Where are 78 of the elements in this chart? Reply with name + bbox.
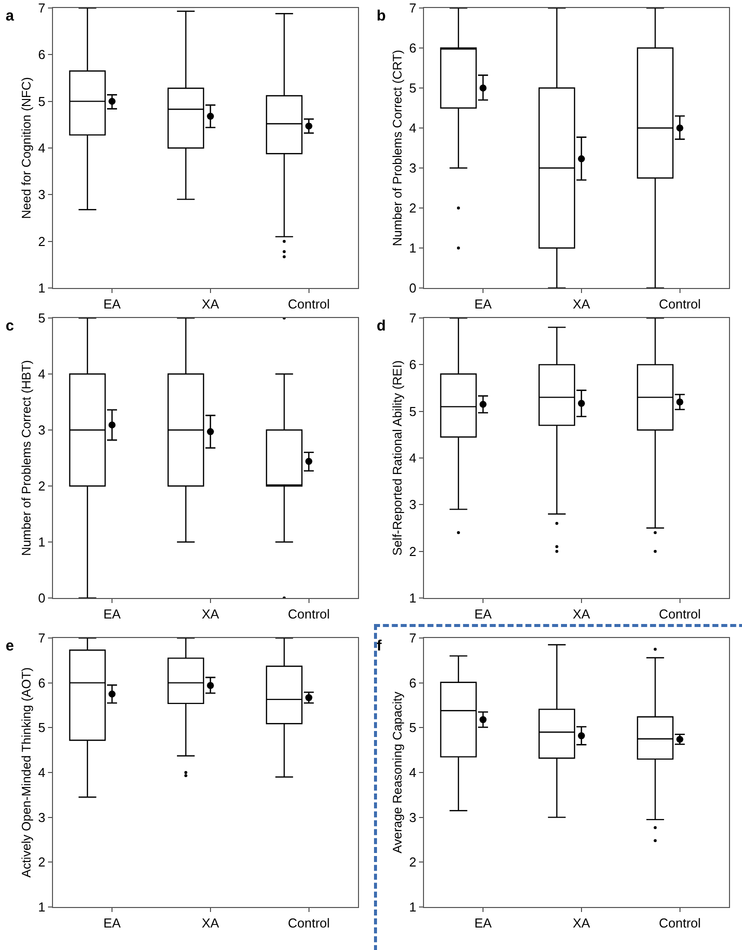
y-tick-label: 3	[409, 810, 416, 825]
y-tick-label: 3	[38, 810, 46, 825]
y-axis-title: Actively Open-Minded Thinking (AOT)	[19, 667, 34, 878]
y-axis-title: Number of Problems Correct (HBT)	[19, 360, 34, 556]
chart-title: c	[6, 318, 14, 334]
y-tick-label: 4	[409, 120, 416, 136]
x-tick-label: EA	[103, 916, 122, 931]
x-tick-label: EA	[103, 296, 122, 312]
y-tick-label: 5	[409, 404, 416, 419]
y-tick-label: 2	[38, 854, 46, 870]
chart-title: a	[6, 8, 15, 24]
y-axis-title: Number of Problems Correct (CRT)	[390, 50, 404, 246]
y-tick-label: 6	[409, 675, 416, 690]
y-tick-label: 0	[409, 280, 416, 296]
y-tick-label: 4	[38, 366, 46, 382]
x-tick-label: Control	[288, 916, 330, 931]
y-tick-label: 4	[38, 140, 46, 156]
y-tick-label: 7	[409, 0, 416, 16]
x-tick-label: EA	[474, 296, 492, 312]
y-tick-label: 1	[38, 900, 46, 915]
y-axis-title: Self-Reported Rational Ability (REI)	[390, 360, 404, 556]
y-tick-label: 2	[409, 544, 416, 559]
point	[305, 458, 312, 465]
y-axis-title: Average Reasoning Capacity	[390, 690, 404, 854]
y-tick-label: 3	[409, 497, 416, 512]
y-tick-label: 5	[409, 80, 416, 96]
y-tick-label: 5	[409, 720, 416, 736]
y-tick-label: 7	[38, 630, 46, 646]
y-tick-label: 1	[409, 900, 416, 915]
x-tick-label: Control	[658, 296, 701, 312]
x-tick-label: XA	[572, 606, 590, 622]
y-tick-label: 5	[38, 720, 46, 736]
y-tick-label: 0	[38, 590, 46, 606]
y-tick-label: 2	[38, 234, 46, 249]
y-tick-label: 7	[38, 0, 46, 16]
y-tick-label: 7	[409, 630, 416, 646]
y-axis-title: Need for Cognition (NFC)	[19, 77, 34, 219]
y-tick-label: 1	[38, 534, 46, 550]
x-tick-label: XA	[202, 296, 220, 312]
y-tick-label: 4	[409, 765, 416, 780]
y-tick-label: 6	[38, 675, 46, 690]
point	[676, 124, 684, 132]
y-tick-label: 3	[409, 160, 416, 176]
point	[578, 155, 585, 162]
y-tick-label: 2	[409, 200, 416, 216]
x-tick-label: Control	[658, 916, 701, 931]
y-tick-label: 4	[409, 450, 416, 466]
x-tick-label: EA	[103, 606, 122, 622]
y-tick-label: 1	[409, 240, 416, 256]
x-tick-label: XA	[572, 296, 590, 312]
point	[108, 421, 116, 428]
x-tick-label: EA	[474, 606, 492, 622]
x-tick-label: XA	[202, 606, 220, 622]
y-tick-label: 2	[38, 478, 46, 494]
chart-title: b	[376, 8, 386, 24]
y-tick-label: 5	[38, 310, 46, 326]
x-tick-label: EA	[474, 916, 492, 931]
y-tick-label: 2	[409, 854, 416, 870]
y-tick-label: 1	[38, 280, 46, 296]
y-tick-label: 7	[409, 310, 416, 326]
y-tick-label: 5	[38, 94, 46, 109]
y-tick-label: 1	[409, 590, 416, 606]
x-tick-label: Control	[288, 296, 330, 312]
chart-title: f	[376, 638, 383, 654]
x-tick-label: Control	[288, 606, 330, 622]
y-tick-label: 3	[38, 187, 46, 202]
y-tick-label: 6	[409, 357, 416, 372]
y-tick-label: 6	[409, 40, 416, 56]
point	[480, 84, 487, 92]
point	[206, 428, 214, 436]
chart-title: d	[376, 318, 386, 334]
chart-title: e	[6, 638, 14, 654]
x-tick-label: XA	[572, 916, 590, 931]
x-tick-label: Control	[658, 606, 701, 622]
y-tick-label: 6	[38, 47, 46, 62]
y-tick-label: 4	[38, 765, 46, 780]
y-tick-label: 3	[38, 422, 46, 438]
x-tick-label: XA	[202, 916, 220, 931]
